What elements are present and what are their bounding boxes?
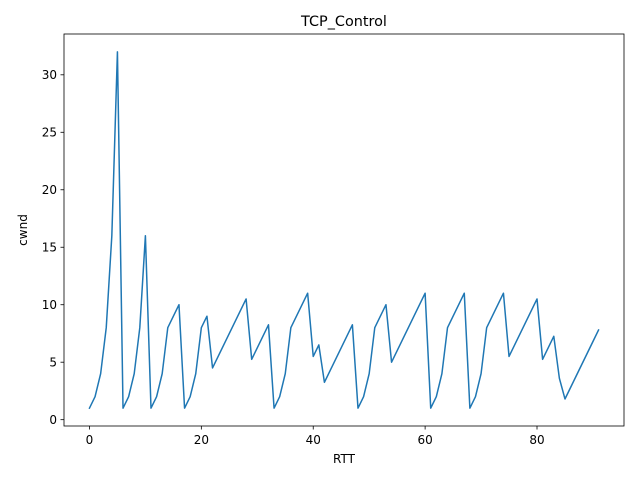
y-axis-label: cwnd [16, 214, 30, 246]
y-tick-label: 0 [49, 413, 57, 427]
x-tick-label: 40 [306, 433, 321, 447]
x-tick-label: 60 [417, 433, 432, 447]
x-axis-ticks: 0 20 40 60 80 [86, 426, 545, 447]
y-axis-ticks: 0 5 10 15 20 25 30 [42, 68, 64, 427]
axes-frame [63, 33, 625, 427]
x-tick-label: 0 [86, 433, 94, 447]
y-tick-label: 25 [42, 125, 57, 139]
x-axis-label: RTT [333, 452, 356, 466]
y-tick-label: 10 [42, 298, 57, 312]
y-tick-label: 20 [42, 183, 57, 197]
x-tick-label: 20 [194, 433, 209, 447]
y-tick-label: 5 [49, 355, 57, 369]
y-tick-label: 15 [42, 240, 57, 254]
plot-area [88, 51, 600, 410]
chart-title: TCP_Control [300, 14, 387, 30]
series-line-cwnd [88, 51, 600, 410]
x-tick-label: 80 [529, 433, 544, 447]
y-tick-label: 30 [42, 68, 57, 82]
